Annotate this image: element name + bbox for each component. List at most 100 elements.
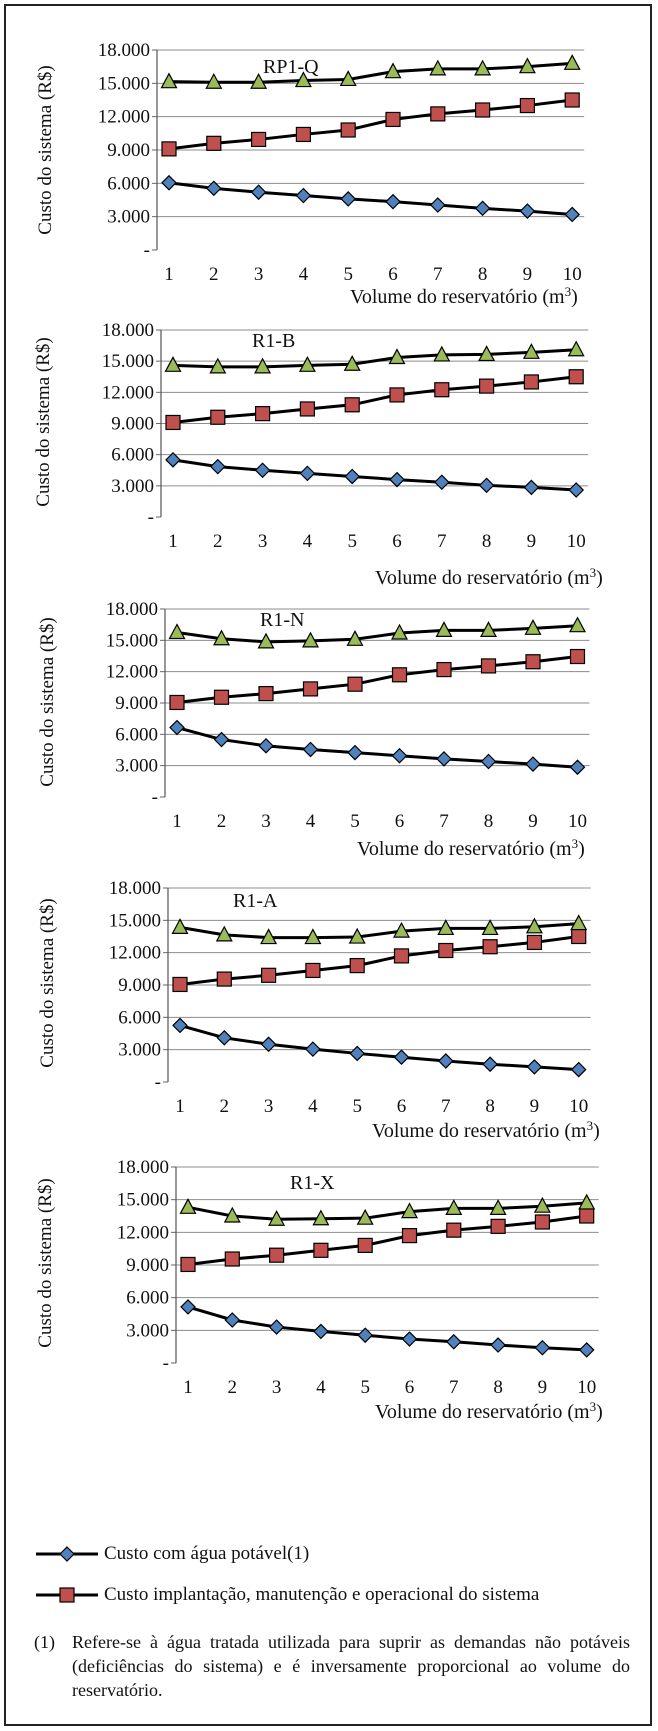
data-point-diamond [393, 1049, 410, 1066]
footnote: (1) Refere-se à água tratada utilizada p… [34, 1630, 630, 1702]
data-point-diamond [224, 1312, 241, 1328]
data-point-square [180, 1256, 196, 1273]
series-line-triangle [187, 1201, 587, 1221]
y-tick-label: 12.000 [117, 1222, 169, 1243]
data-point-square [490, 1218, 506, 1234]
x-tick-label: 5 [360, 1377, 370, 1398]
data-point-diamond [250, 184, 267, 201]
data-point-triangle [298, 356, 316, 372]
series-line-triangle [179, 922, 579, 940]
data-point-triangle [533, 1196, 551, 1213]
data-point-triangle [525, 917, 543, 934]
data-point-square [305, 962, 321, 979]
data-point-square [169, 694, 185, 711]
x-tick-label: 4 [308, 1096, 318, 1117]
data-point-diamond [254, 462, 271, 479]
data-point-triangle [294, 71, 312, 88]
data-point-square [261, 967, 277, 983]
data-point-diamond [478, 477, 495, 494]
x-tick-label: 5 [352, 1096, 362, 1117]
x-tick-label: 2 [213, 531, 223, 552]
y-tick-label: 3.000 [111, 476, 154, 497]
data-point-diamond [213, 731, 230, 748]
x-tick-label: 1 [175, 1096, 185, 1117]
x-tick-label: 7 [439, 811, 449, 832]
data-point-diamond [570, 1061, 587, 1078]
series-line-square [172, 375, 577, 424]
chart-title: RP1-Q [263, 56, 319, 78]
x-tick-label: 6 [405, 1377, 415, 1398]
data-point-square [526, 934, 543, 951]
figure-frame [4, 4, 652, 1726]
x-axis-label: Volume do reservatório (m3) [375, 1399, 603, 1424]
x-tick-label: 7 [441, 1096, 451, 1117]
y-tick-label: - [152, 787, 158, 808]
y-tick-label: 18.000 [109, 878, 161, 899]
data-point-triangle [179, 1198, 197, 1214]
y-tick-label: 15.000 [102, 351, 154, 372]
data-point-diamond [161, 174, 177, 191]
data-point-triangle [388, 348, 406, 365]
x-tick-label: 9 [523, 264, 533, 285]
y-tick-label: 18.000 [102, 320, 154, 341]
data-point-triangle [339, 70, 357, 87]
x-tick-label: 10 [567, 531, 586, 552]
data-point-diamond [519, 203, 536, 219]
x-tick-label: 10 [577, 1377, 596, 1398]
y-tick-label: 12.000 [109, 943, 161, 964]
y-tick-label: 9.000 [111, 414, 154, 435]
data-point-square [568, 369, 584, 385]
y-tick-label: 12.000 [106, 662, 158, 683]
chart-r1-n: - 3.000 6.000 9.000 12.000 15.000 18.000 1 2 3 4 5 6… [37, 599, 590, 860]
y-tick-label: 15.000 [109, 910, 161, 931]
y-tick-label: - [155, 1072, 161, 1093]
y-tick-label: 6.000 [111, 445, 154, 466]
series-line-diamond [176, 726, 578, 769]
data-point-triangle [304, 928, 322, 945]
y-tick-label: 3.000 [118, 1040, 161, 1061]
x-axis-label: Volume do reservatório (m3) [350, 284, 578, 309]
data-point-diamond [347, 744, 363, 761]
data-point-square [436, 661, 452, 678]
data-point-diamond [480, 753, 497, 770]
data-point-diamond [534, 1339, 551, 1356]
data-point-square [255, 406, 271, 422]
chart-title: R1-X [290, 1172, 335, 1194]
data-point-diamond [340, 191, 357, 207]
data-point-triangle [164, 356, 182, 372]
data-point-square [391, 667, 408, 683]
data-point-diamond [482, 1056, 498, 1073]
x-tick-label: 4 [303, 531, 313, 552]
x-tick-label: 5 [350, 811, 360, 832]
series-line-square [168, 98, 573, 151]
y-tick-label: 9.000 [118, 975, 161, 996]
data-point-square [525, 654, 541, 670]
y-tick-label: 9.000 [115, 693, 158, 714]
data-point-diamond [433, 474, 450, 491]
data-point-diamond [172, 1017, 188, 1034]
y-tick-label: 9.000 [126, 1255, 169, 1276]
data-point-triangle [215, 925, 233, 942]
data-point-diamond [389, 471, 405, 488]
x-tick-label: 7 [449, 1377, 459, 1398]
x-tick-label: 2 [209, 264, 219, 285]
y-tick-label: 12.000 [102, 382, 154, 403]
data-point-diamond [525, 756, 541, 772]
x-tick-label: 10 [568, 811, 587, 832]
data-point-triangle [567, 340, 585, 357]
x-tick-label: 1 [164, 264, 174, 285]
data-point-square [389, 387, 405, 403]
x-tick-label: 7 [437, 531, 447, 552]
data-point-diamond [295, 187, 312, 204]
chart-r1-x: - 3.000 6.000 9.000 12.000 15.000 18.000 1 2 3 4 5 6… [35, 1157, 603, 1423]
data-point-triangle [348, 927, 366, 944]
x-tick-label: 2 [217, 811, 227, 832]
data-point-diamond [216, 1029, 233, 1046]
data-point-square [165, 414, 181, 431]
data-point-square [161, 141, 177, 157]
y-tick-label: 9.000 [107, 140, 150, 161]
x-tick-label: 4 [299, 264, 309, 285]
data-point-square [475, 102, 491, 118]
data-point-diamond [429, 197, 446, 213]
